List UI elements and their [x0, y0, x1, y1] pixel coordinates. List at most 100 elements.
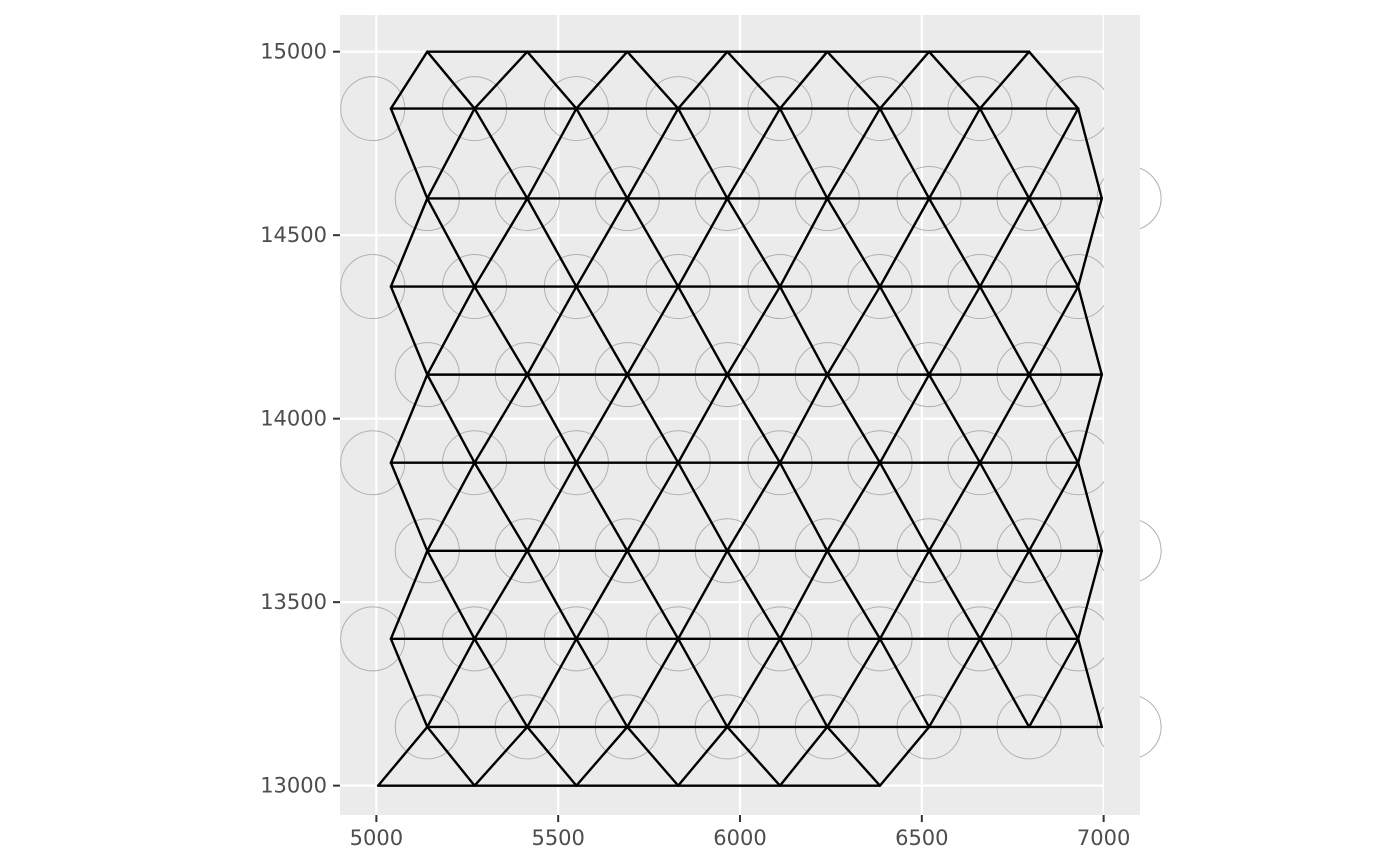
neighbor-edge	[826, 197, 882, 288]
neighbor-edge	[927, 461, 982, 552]
neighbor-edge	[676, 549, 729, 641]
y-tick-label: 14500	[260, 223, 327, 247]
neighbor-edge	[389, 461, 429, 552]
neighbor-edge	[626, 107, 680, 200]
neighbor-edge	[878, 285, 931, 376]
neighbor-edge	[389, 373, 429, 464]
neighbor-edge	[676, 107, 729, 200]
neighbor-edge	[978, 373, 1031, 464]
neighbor-edge	[389, 197, 429, 288]
neighbor-edge	[575, 373, 629, 464]
neighbor-edge	[1027, 197, 1080, 288]
neighbor-edge	[676, 373, 729, 464]
neighbor-edge	[1027, 637, 1080, 729]
neighbor-edge	[878, 107, 931, 200]
neighbor-edge	[826, 637, 882, 729]
neighbor-edge	[726, 197, 782, 288]
neighbor-edge	[726, 461, 782, 552]
neighbor-edge	[726, 725, 782, 787]
x-tick-label: 7000	[1077, 826, 1130, 850]
neighbor-edge	[1076, 549, 1104, 641]
neighbor-edge	[826, 461, 882, 552]
neighbor-edge	[526, 461, 578, 552]
neighbor-edge	[575, 197, 629, 288]
axes: 5000 5500 6000 6500 7000 13000 13500 14000 14500…	[260, 40, 1130, 850]
neighbor-edge	[575, 50, 629, 110]
x-tick-label: 5000	[350, 826, 403, 850]
neighbor-edge	[726, 637, 782, 729]
neighbor-edge	[376, 725, 429, 787]
neighbor-edge	[978, 549, 1031, 641]
neighbor-edge	[778, 197, 829, 288]
neighbor-edge	[878, 373, 931, 464]
neighbor-edge	[878, 50, 931, 110]
neighbor-edge	[826, 107, 882, 200]
neighbor-edge	[878, 197, 931, 288]
neighbor-edge	[575, 285, 629, 376]
neighbor-edge	[526, 50, 578, 110]
neighbor-edge	[389, 285, 429, 376]
neighbor-edge	[626, 725, 680, 787]
neighbor-edge	[1076, 461, 1104, 552]
neighbor-edge	[878, 461, 931, 552]
neighbor-edge	[1027, 373, 1080, 464]
neighbor-edge	[1076, 637, 1104, 729]
neighbor-edge	[676, 50, 729, 110]
neighbor-edge	[626, 549, 680, 641]
neighbor-edge	[927, 373, 982, 464]
neighbor-edge	[575, 461, 629, 552]
neighbor-edge	[826, 725, 882, 787]
neighbor-edge	[575, 725, 629, 787]
neighbor-edge	[473, 461, 529, 552]
y-tick-label: 13500	[260, 590, 327, 614]
neighbor-edge	[526, 285, 578, 376]
neighbor-edge	[978, 461, 1031, 552]
neighbor-edge	[1076, 373, 1104, 464]
neighbor-edge	[878, 637, 931, 729]
neighbor-edge	[1076, 197, 1104, 288]
neighbor-edge	[426, 285, 476, 376]
neighbor-edge	[626, 373, 680, 464]
neighbor-edge	[978, 285, 1031, 376]
neighbor-edge	[1076, 107, 1104, 200]
neighbor-edge	[778, 725, 829, 787]
neighbor-edge	[473, 373, 529, 464]
neighbor-edge	[389, 50, 429, 110]
neighbor-edge	[1027, 285, 1080, 376]
neighbor-edge	[426, 107, 476, 200]
neighbor-edge	[676, 461, 729, 552]
neighbor-edge	[1027, 461, 1080, 552]
neighbor-edge	[526, 197, 578, 288]
neighbor-edge	[927, 197, 982, 288]
neighbor-edge	[676, 637, 729, 729]
neighbor-edge	[626, 285, 680, 376]
neighbor-edge	[927, 107, 982, 200]
neighbor-edge	[978, 50, 1031, 110]
neighbor-edge	[726, 285, 782, 376]
neighbor-edge	[526, 637, 578, 729]
neighbor-edge	[575, 107, 629, 200]
neighbor-edge	[927, 50, 982, 110]
neighbor-edge	[878, 725, 931, 787]
neighbor-edge	[676, 725, 729, 787]
neighbor-edge	[426, 197, 476, 288]
y-tick-label: 14000	[260, 407, 327, 431]
neighbor-edge	[426, 725, 476, 787]
x-tick-label: 6000	[713, 826, 766, 850]
neighbor-edge	[778, 549, 829, 641]
x-tick-label: 6500	[895, 826, 948, 850]
neighbor-edge	[826, 549, 882, 641]
neighbor-edge	[389, 107, 429, 200]
neighbor-edge	[473, 637, 529, 729]
neighbor-edge	[826, 285, 882, 376]
y-tick-label: 13000	[260, 774, 327, 798]
neighbor-edge	[575, 637, 629, 729]
neighbor-edge	[978, 637, 1031, 729]
neighbor-edge	[726, 549, 782, 641]
neighbor-edge	[526, 107, 578, 200]
neighbor-edge	[473, 50, 529, 110]
neighbor-edge	[426, 549, 476, 641]
neighbor-edge	[778, 107, 829, 200]
neighbor-edge	[1027, 549, 1080, 641]
neighbor-edge	[626, 197, 680, 288]
